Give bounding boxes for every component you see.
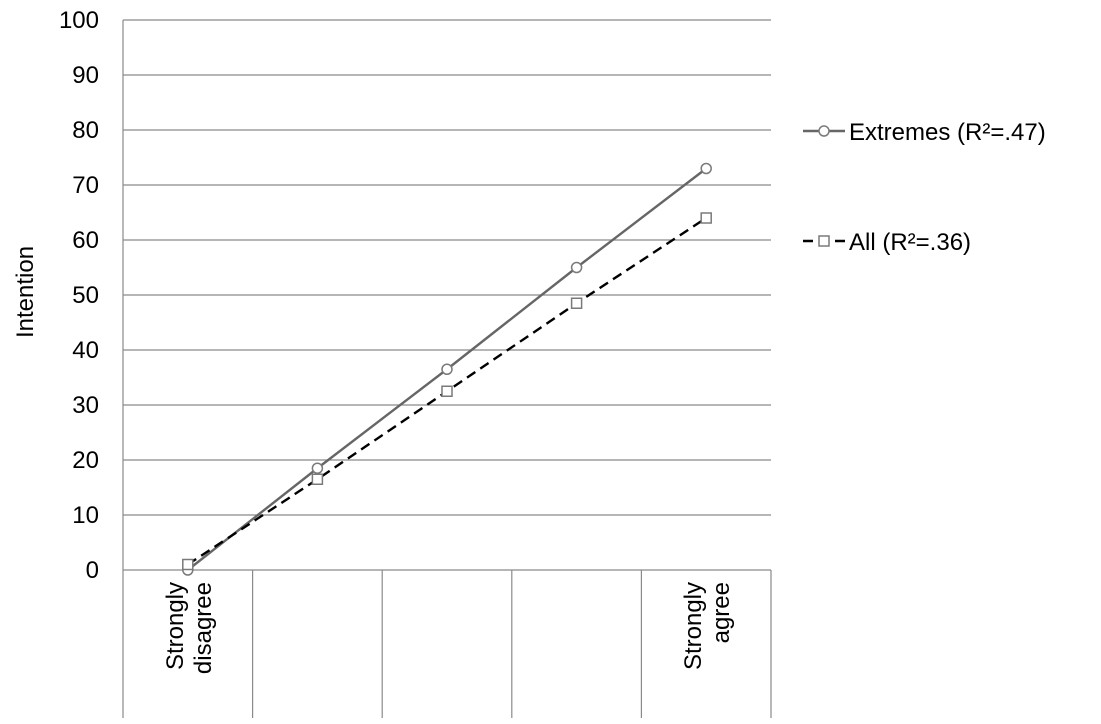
y-tick-labels: 0 10 20 30 40 50 60 70 80 90 100 — [59, 7, 99, 584]
legend-label: All (R²=.36) — [849, 229, 971, 256]
legend-label: Extremes (R²=.47) — [849, 119, 1046, 146]
data-point — [572, 263, 582, 273]
legend-entry: Extremes (R²=.47) — [803, 119, 1046, 146]
legend-marker — [819, 126, 829, 136]
y-tick-label: 0 — [86, 557, 99, 584]
legend: Extremes (R²=.47) All (R²=.36) — [803, 119, 1046, 256]
y-tick-label: 100 — [59, 7, 99, 34]
data-point — [701, 213, 711, 223]
x-tick-label-line: agree — [708, 582, 735, 643]
data-point — [312, 463, 322, 473]
y-tick-label: 90 — [72, 62, 99, 89]
series-layer — [183, 164, 711, 576]
y-tick-label: 40 — [72, 337, 99, 364]
x-tick-label: Strongly agree — [680, 582, 735, 670]
y-tick-label: 10 — [72, 502, 99, 529]
series-1 — [183, 213, 711, 570]
data-point — [442, 386, 452, 396]
y-tick-label: 70 — [72, 172, 99, 199]
y-tick-label: 30 — [72, 392, 99, 419]
data-point — [442, 364, 452, 374]
x-tick-labels: Strongly disagree Strongly agree — [162, 582, 735, 674]
y-axis-title: Intention — [12, 246, 39, 338]
x-tick-label-line: disagree — [190, 582, 217, 674]
x-tick-label: Strongly disagree — [162, 582, 217, 674]
gridlines — [123, 20, 771, 570]
series-0 — [183, 164, 711, 576]
data-point — [312, 474, 322, 484]
data-point — [183, 560, 193, 570]
legend-marker — [819, 236, 829, 246]
data-point — [572, 298, 582, 308]
y-tick-label: 60 — [72, 227, 99, 254]
y-tick-label: 80 — [72, 117, 99, 144]
data-point — [701, 164, 711, 174]
x-tick-label-line: Strongly — [680, 582, 707, 670]
y-tick-label: 50 — [72, 282, 99, 309]
legend-entry: All (R²=.36) — [803, 229, 971, 256]
y-tick-label: 20 — [72, 447, 99, 474]
x-tick-label-line: Strongly — [162, 582, 189, 670]
